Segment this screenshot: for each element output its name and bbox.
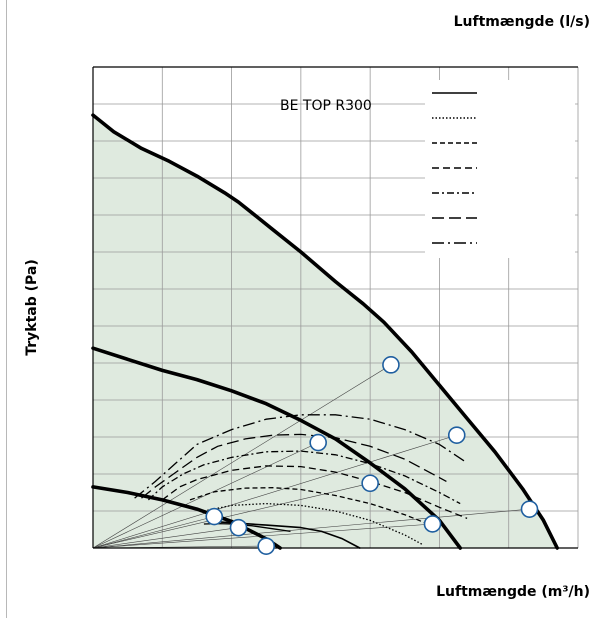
markers-layer — [205, 356, 539, 555]
series-line-18 — [141, 433, 447, 499]
marker-circle-8 — [229, 518, 248, 537]
reference-line-1 — [92, 508, 530, 549]
marker-circle-5 — [361, 474, 379, 493]
marker-circle-6 — [309, 433, 327, 452]
marker-circle-3 — [382, 356, 400, 374]
reference-lines-layer — [92, 364, 530, 549]
marker-circle-1 — [520, 500, 539, 518]
series-line-10 — [203, 502, 423, 545]
series-line-12 — [189, 487, 433, 527]
reference-line-3 — [92, 364, 392, 549]
legend-background — [425, 80, 575, 258]
chart-model-label: BE TOP R300 — [280, 98, 372, 114]
page-side-rule — [6, 0, 7, 618]
reference-line-9 — [92, 516, 215, 549]
marker-circle-9 — [205, 507, 224, 526]
reference-line-8 — [92, 527, 239, 549]
marker-circle-7 — [257, 537, 276, 555]
fan-curve-1 — [91, 113, 560, 550]
x-axis-title: Luftmængde (m³/h) — [436, 584, 590, 600]
fan-curve-2 — [91, 346, 463, 550]
reference-line-5 — [92, 483, 371, 549]
legend — [432, 92, 477, 244]
fan-curve-4 — [220, 521, 361, 549]
top-axis-title: Luftmængde (l/s) — [454, 14, 590, 30]
series-line-20 — [134, 414, 468, 499]
y-axis-title: Tryktab (Pa) — [24, 259, 40, 356]
marker-circle-4 — [423, 515, 442, 533]
marker-circle-2 — [447, 426, 466, 444]
axis-layer — [92, 66, 578, 549]
reference-line-2 — [92, 434, 457, 549]
